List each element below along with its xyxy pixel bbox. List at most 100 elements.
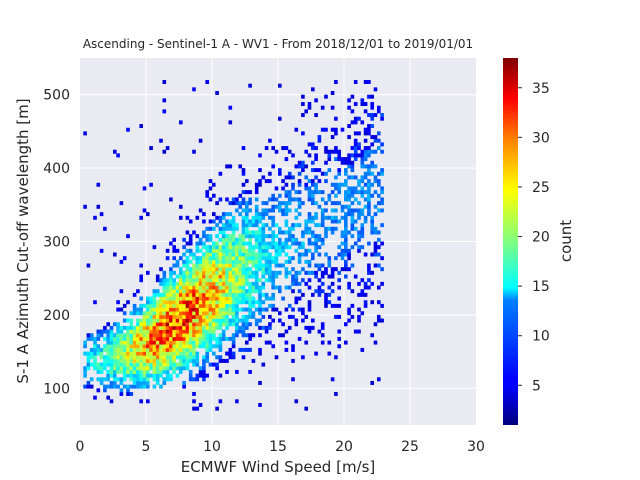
heatmap-cell — [175, 263, 180, 268]
heatmap-cell — [301, 267, 305, 272]
heatmap-cell — [241, 314, 246, 319]
heatmap-cell — [258, 212, 262, 217]
heatmap-cell — [103, 377, 107, 382]
heatmap-cell — [357, 208, 361, 213]
heatmap-cell — [155, 366, 160, 371]
heatmap-cell — [251, 230, 256, 235]
heatmap-cell — [241, 300, 246, 305]
heatmap-cell — [103, 388, 107, 393]
heatmap-cell — [155, 303, 160, 308]
heatmap-cell — [291, 281, 295, 286]
heatmap-cell — [155, 278, 160, 283]
heatmap-cell — [221, 226, 226, 231]
heatmap-cell — [188, 259, 193, 264]
heatmap-cell — [179, 303, 183, 308]
heatmap-cell — [258, 256, 262, 261]
heatmap-cell — [363, 303, 368, 308]
heatmap-cell — [198, 237, 203, 242]
heatmap-cell — [179, 292, 183, 297]
heatmap-cell — [254, 274, 259, 279]
heatmap-cell — [241, 223, 246, 228]
heatmap-cell — [192, 340, 196, 345]
heatmap-cell — [225, 314, 229, 319]
heatmap-cell — [251, 285, 256, 290]
heatmap-cell — [268, 263, 272, 268]
heatmap-cell — [327, 351, 332, 356]
heatmap-cell — [169, 314, 173, 319]
heatmap-cell — [350, 153, 355, 158]
heatmap-cell — [324, 127, 328, 132]
heatmap-cell — [208, 226, 213, 231]
heatmap-cell — [287, 314, 292, 319]
heatmap-cell — [317, 135, 322, 140]
heatmap-cell — [136, 340, 140, 345]
heatmap-cell — [188, 248, 193, 253]
heatmap-cell — [245, 307, 249, 312]
heatmap-cell — [248, 347, 252, 352]
heatmap-cell — [182, 263, 186, 268]
heatmap-cell — [278, 248, 282, 253]
heatmap-cell — [192, 274, 196, 279]
heatmap-cell — [198, 333, 203, 338]
heatmap-cell — [231, 248, 236, 253]
heatmap-cell — [287, 208, 292, 213]
heatmap-cell — [357, 179, 361, 184]
heatmap-cell — [155, 311, 160, 316]
heatmap-cell — [212, 351, 216, 356]
heatmap-cell — [235, 307, 239, 312]
heatmap-cell — [179, 318, 183, 323]
heatmap-cell — [202, 281, 206, 286]
heatmap-cell — [202, 241, 206, 246]
heatmap-cell — [271, 204, 275, 209]
heatmap-cell — [367, 127, 371, 132]
heatmap-cell — [195, 215, 200, 220]
heatmap-cell — [281, 241, 285, 246]
heatmap-cell — [225, 252, 229, 257]
heatmap-cell — [258, 311, 262, 316]
heatmap-cell — [132, 329, 137, 334]
heatmap-cell — [142, 377, 147, 382]
heatmap-cell — [198, 208, 203, 213]
heatmap-cell — [225, 369, 229, 374]
heatmap-cell — [334, 226, 338, 231]
heatmap-cell — [337, 182, 341, 187]
heatmap-cell — [238, 300, 242, 305]
heatmap-cell — [248, 237, 252, 242]
heatmap-cell — [357, 248, 361, 253]
heatmap-cell — [297, 164, 302, 169]
heatmap-cell — [357, 307, 361, 312]
heatmap-cell — [353, 80, 358, 84]
heatmap-cell — [139, 263, 143, 268]
heatmap-cell — [245, 300, 249, 305]
heatmap-cell — [307, 307, 312, 312]
heatmap-cell — [320, 289, 325, 294]
heatmap-cell — [357, 314, 361, 319]
heatmap-cell — [122, 369, 127, 374]
heatmap-cell — [182, 278, 186, 283]
heatmap-cell — [278, 226, 282, 231]
heatmap-cell — [241, 318, 246, 323]
colorbar-tick-label: 35 — [532, 81, 550, 97]
heatmap-cell — [146, 377, 150, 382]
heatmap-cell — [155, 292, 160, 297]
heatmap-cell — [165, 281, 170, 286]
heatmap-cell — [261, 234, 266, 239]
heatmap-cell — [202, 377, 206, 382]
heatmap-cell — [245, 204, 249, 209]
heatmap-cell — [225, 245, 229, 250]
heatmap-cell — [172, 278, 176, 283]
heatmap-cell — [169, 322, 173, 327]
heatmap-cell — [287, 259, 292, 264]
heatmap-cell — [301, 252, 305, 257]
heatmap-cell — [169, 274, 173, 279]
heatmap-cell — [284, 212, 289, 217]
heatmap-cell — [192, 325, 196, 330]
heatmap-cell — [347, 208, 351, 213]
heatmap-cell — [139, 355, 143, 360]
heatmap-cell — [241, 215, 246, 220]
heatmap-cell — [212, 256, 216, 261]
heatmap-cell — [195, 285, 200, 290]
heatmap-cell — [274, 245, 279, 250]
heatmap-cell — [162, 325, 167, 330]
heatmap-cell — [287, 303, 292, 308]
